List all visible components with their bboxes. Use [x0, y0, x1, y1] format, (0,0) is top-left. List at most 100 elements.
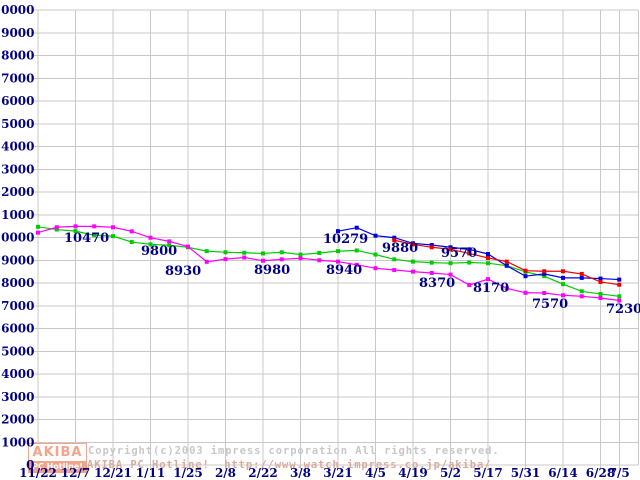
series-magenta-point: [542, 291, 547, 296]
series-blue-point: [598, 276, 603, 281]
series-green-point: [54, 227, 59, 232]
series-magenta-point: [411, 269, 415, 274]
series-green-point: [223, 250, 228, 255]
series-magenta-point: [467, 283, 472, 288]
series-green-point: [598, 291, 603, 296]
series-green-point: [204, 249, 209, 254]
series-green-point: [617, 294, 622, 299]
series-red-point: [448, 247, 453, 252]
series-blue-point: [504, 263, 509, 268]
series-blue-point: [373, 233, 378, 238]
data-series: [36, 224, 622, 303]
series-magenta-point: [186, 244, 190, 249]
series-magenta-point: [92, 224, 97, 229]
series-magenta-point: [392, 268, 397, 273]
series-green-point: [579, 289, 584, 294]
series-red-point: [504, 259, 509, 264]
series-green-point: [411, 259, 415, 264]
series-blue-line: [337, 227, 620, 281]
series-green-point: [242, 250, 247, 255]
series-magenta-point: [429, 270, 434, 275]
series-magenta-point: [298, 256, 303, 261]
series-green-point: [486, 261, 490, 266]
series-magenta-point: [204, 259, 209, 264]
series-blue-point: [523, 274, 528, 279]
series-green-point: [317, 250, 322, 255]
series-magenta-point: [73, 224, 78, 229]
series-green-point: [148, 242, 153, 247]
series-blue-point: [542, 271, 547, 276]
series-red-point: [486, 255, 490, 260]
series-green-point: [261, 251, 265, 256]
series-blue-point: [467, 247, 472, 252]
logo-subtitle: PC Hotline!: [29, 461, 86, 472]
series-green-point: [354, 248, 359, 253]
series-magenta-point: [36, 230, 40, 235]
value-label: 10470: [64, 231, 109, 246]
series-magenta-point: [261, 258, 265, 263]
series-blue-point: [579, 275, 584, 280]
logo-title: AKIBA: [32, 445, 83, 460]
series-blue-point: [617, 277, 622, 282]
series-green-point: [298, 252, 303, 257]
series-blue-point: [429, 243, 434, 248]
series-green-point: [111, 234, 115, 239]
series-red-point: [467, 251, 472, 256]
value-label: 8170: [473, 281, 509, 296]
series-magenta-point: [617, 298, 622, 303]
series-green-point: [336, 249, 340, 254]
series-magenta-point: [448, 272, 453, 277]
value-label: 8370: [419, 276, 455, 291]
series-magenta-point: [579, 294, 584, 299]
value-label: 9800: [141, 244, 177, 259]
series-magenta-point: [598, 296, 603, 301]
series-green-point: [73, 229, 78, 234]
series-red-point: [598, 279, 603, 284]
series-magenta-point: [148, 235, 153, 240]
copyright-text: Copyright(c)2003 impress corporation All…: [88, 445, 500, 457]
series-green-point: [36, 224, 40, 229]
series-red-point: [411, 242, 415, 247]
series-magenta-line: [37, 225, 620, 302]
series-magenta-point: [373, 266, 378, 271]
series-magenta-point: [129, 229, 134, 234]
series-green-point: [167, 243, 172, 248]
series-magenta-point: [54, 225, 59, 230]
value-label: 8940: [326, 263, 362, 278]
series-magenta-point: [523, 290, 528, 295]
value-label: 7570: [532, 297, 568, 312]
series-magenta-point: [504, 286, 509, 291]
series-blue-point: [561, 275, 565, 280]
akiba-pc-hotline-logo: AKIBA PC Hotline!: [28, 443, 87, 473]
series-green-point: [467, 260, 472, 265]
series-red-point: [579, 271, 584, 276]
value-label: 9880: [382, 241, 418, 256]
series-green-point: [448, 261, 453, 266]
value-label: 8930: [165, 264, 201, 279]
series-green-point: [392, 257, 397, 262]
series-red-point: [617, 282, 622, 287]
series-blue-point: [486, 251, 490, 256]
series-blue-point: [448, 245, 453, 250]
series-magenta-point: [561, 293, 565, 298]
series-magenta-point: [336, 259, 340, 264]
site-url-text: AKIBA PC Hotline! http://www.watch.impre…: [87, 459, 492, 471]
series-green-line: [37, 226, 620, 297]
series-green-point: [561, 282, 565, 287]
series-blue-point: [354, 225, 359, 230]
series-red-point: [542, 269, 547, 274]
series-green-point: [542, 274, 547, 279]
series-red-point: [523, 268, 528, 273]
series-magenta-point: [354, 262, 359, 267]
series-green-point: [92, 233, 97, 238]
value-label: 10279: [323, 232, 368, 247]
value-label: 8980: [254, 263, 290, 278]
value-label: 9570: [441, 246, 477, 261]
series-magenta-point: [279, 257, 284, 262]
series-magenta-point: [167, 239, 172, 244]
value-label: 7230: [606, 302, 640, 317]
series-magenta-point: [486, 277, 490, 282]
